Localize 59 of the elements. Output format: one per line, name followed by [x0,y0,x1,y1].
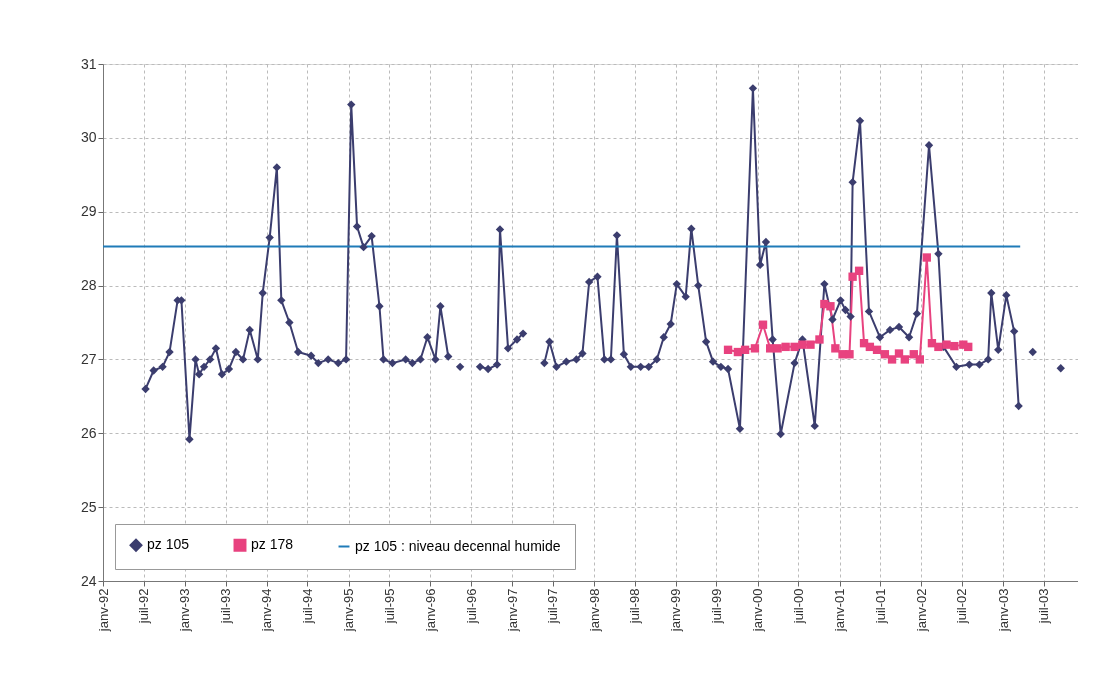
x-tick-label: janv-00 [750,588,766,633]
point [848,272,857,281]
x-tick-label: janv-01 [832,588,848,633]
point [758,320,768,329]
x-tick-label: juil-98 [627,588,643,625]
point [887,355,897,364]
legend-label: pz 178 [251,536,294,553]
x-tick-label: janv-03 [995,588,1011,633]
x-tick-label: janv-95 [341,588,357,633]
point [740,345,750,355]
x-tick-label: juil-03 [1036,588,1052,625]
x-tick-label: janv-98 [586,588,602,633]
point [845,350,854,359]
point [815,335,824,344]
point [773,344,782,353]
x-tick-label: janv-94 [259,588,275,633]
point [872,345,882,355]
y-tick-label: 26 [80,424,97,441]
x-tick-label: juil-95 [381,588,397,625]
x-tick-label: juil-94 [299,588,315,625]
point [723,345,733,355]
x-tick-label: janv-92 [95,588,111,633]
legend-label: pz 105 : niveau decennal humide [355,537,561,554]
point [934,342,943,352]
y-tick-label: 25 [80,498,97,515]
x-tick-label: juil-93 [218,588,234,625]
point [922,253,931,262]
x-tick-label: juil-97 [545,588,561,625]
x-tick-label: janv-02 [913,588,929,633]
x-tick-label: juil-99 [708,588,724,625]
point [806,340,815,349]
point [826,302,835,311]
point [798,340,807,349]
legend-label: pz 105 [147,536,190,553]
x-tick-label: juil-01 [872,588,888,625]
x-tick-label: juil-02 [954,588,970,625]
x-tick-label: juil-92 [136,588,152,625]
y-tick-label: 30 [80,129,97,146]
x-tick-label: janv-96 [422,588,438,633]
point [900,355,909,364]
point [831,344,840,353]
point [894,349,904,358]
x-tick-label: juil-00 [790,588,806,625]
point [964,342,973,352]
y-tick-label: 31 [80,55,97,72]
point [781,342,790,352]
x-tick-label: janv-97 [504,588,520,633]
y-tick-label: 24 [80,572,97,589]
x-tick-label: juil-96 [463,588,479,625]
y-tick-label: 28 [80,277,97,294]
x-tick-label: janv-99 [668,588,684,633]
y-tick-label: 27 [80,350,97,367]
y-tick-label: 29 [80,203,97,220]
point [950,341,959,351]
x-tick-label: janv-93 [177,588,193,633]
point [790,342,799,352]
point [750,344,760,353]
point [854,266,864,275]
point [915,355,925,364]
